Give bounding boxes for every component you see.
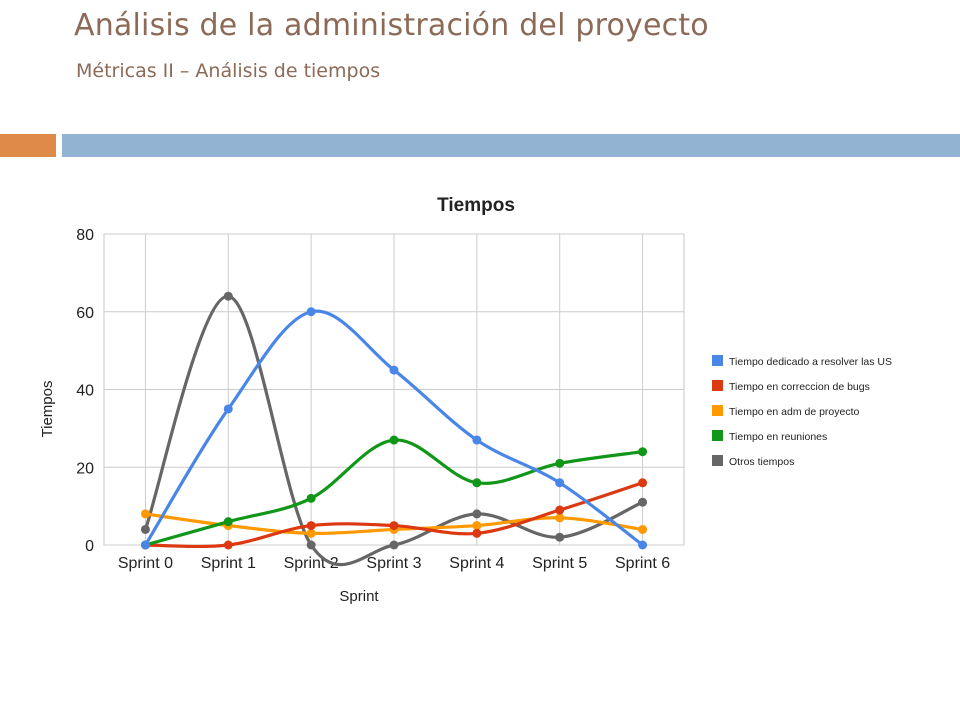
legend-swatch bbox=[712, 355, 723, 366]
legend-swatch bbox=[712, 405, 723, 416]
series-point bbox=[555, 458, 565, 468]
series-line bbox=[143, 294, 644, 567]
series-point bbox=[140, 524, 150, 534]
y-axis-label: Tiempos bbox=[39, 381, 56, 438]
series-point bbox=[555, 532, 565, 542]
series-point bbox=[472, 528, 482, 538]
series-point bbox=[638, 497, 648, 507]
series-point bbox=[389, 435, 399, 445]
legend-label: Tiempo en adm de proyecto bbox=[729, 406, 860, 418]
series-point bbox=[140, 509, 150, 519]
series-point bbox=[306, 540, 316, 550]
series-point bbox=[638, 478, 648, 488]
y-tick-label: 20 bbox=[76, 460, 94, 477]
chart-title: Tiempos bbox=[437, 195, 515, 216]
series-point bbox=[389, 365, 399, 375]
y-tick-label: 40 bbox=[76, 383, 94, 400]
series-point bbox=[472, 509, 482, 519]
series-point bbox=[223, 540, 233, 550]
legend-label: Tiempo dedicado a resolver las US bbox=[729, 356, 892, 368]
x-axis-label: Sprint bbox=[339, 588, 379, 605]
slide-title: Análisis de la administración del proyec… bbox=[74, 8, 709, 43]
legend-label: Tiempo en reuniones bbox=[729, 431, 827, 443]
y-tick-label: 80 bbox=[76, 227, 94, 244]
series-point bbox=[223, 517, 233, 527]
series-point bbox=[306, 307, 316, 317]
slide-subtitle: Métricas II – Análisis de tiempos bbox=[76, 60, 381, 82]
y-tick-label: 0 bbox=[85, 538, 94, 555]
series-point bbox=[555, 505, 565, 515]
x-tick-label: Sprint 3 bbox=[366, 555, 421, 572]
legend-label: Otros tiempos bbox=[729, 456, 794, 468]
series-point bbox=[140, 540, 150, 550]
series-point bbox=[555, 513, 565, 523]
series-point bbox=[389, 540, 399, 550]
series-point bbox=[223, 291, 233, 301]
legend-swatch bbox=[712, 430, 723, 441]
series-point bbox=[472, 521, 482, 531]
series-point bbox=[306, 521, 316, 531]
series-point bbox=[638, 447, 648, 457]
legend-swatch bbox=[712, 380, 723, 391]
legend-label: Tiempo en correccion de bugs bbox=[729, 381, 870, 393]
x-tick-label: Sprint 0 bbox=[118, 555, 173, 572]
series-0 bbox=[140, 307, 648, 550]
series-point bbox=[306, 493, 316, 503]
series-4 bbox=[140, 291, 648, 567]
series-point bbox=[389, 521, 399, 531]
series-point bbox=[638, 540, 648, 550]
series-point bbox=[306, 528, 316, 538]
series-point bbox=[472, 435, 482, 445]
legend-swatch bbox=[712, 455, 723, 466]
series-point bbox=[638, 524, 648, 534]
y-tick-label: 60 bbox=[76, 305, 94, 322]
series-point bbox=[555, 478, 565, 488]
series-3 bbox=[140, 435, 648, 550]
x-tick-label: Sprint 1 bbox=[201, 555, 256, 572]
series-1 bbox=[140, 478, 648, 550]
x-tick-label: Sprint 6 bbox=[615, 555, 670, 572]
accent-bar-orange bbox=[0, 134, 56, 157]
series-point bbox=[223, 404, 233, 414]
accent-bar-blue bbox=[62, 134, 960, 157]
series-point bbox=[472, 478, 482, 488]
x-tick-label: Sprint 4 bbox=[449, 555, 504, 572]
x-tick-label: Sprint 5 bbox=[532, 555, 587, 572]
